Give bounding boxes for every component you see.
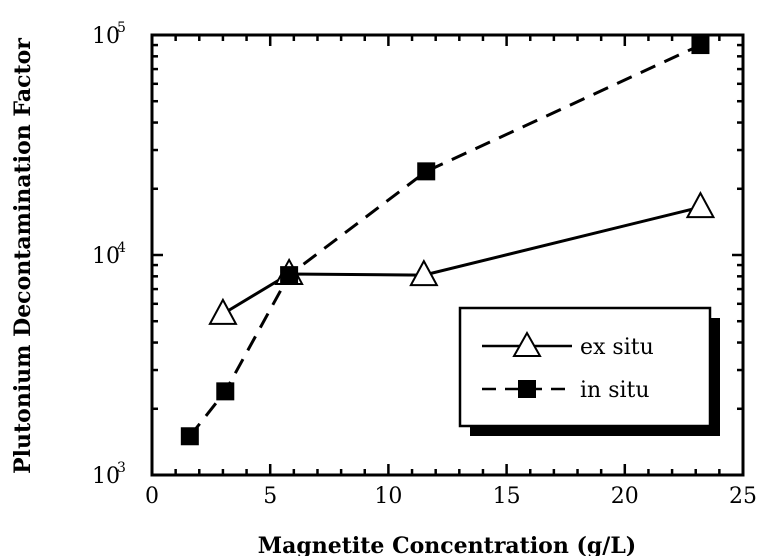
y-axis-title: Plutonium Decontamination Factor <box>10 38 36 474</box>
legend-marker-in-situ <box>518 380 536 398</box>
data-point-in-situ <box>180 427 199 446</box>
y-tick-label-exponent: 5 <box>117 20 126 36</box>
legend-label-ex-situ: ex situ <box>580 335 654 360</box>
data-point-in-situ <box>691 36 710 55</box>
y-tick-label-exponent: 4 <box>117 240 126 256</box>
legend-box <box>458 306 712 428</box>
data-point-in-situ <box>280 266 299 285</box>
legend: ex situ in situ <box>458 306 720 436</box>
x-tick-label: 10 <box>374 484 402 509</box>
data-point-in-situ <box>216 382 235 401</box>
y-tick-label-exponent: 3 <box>117 460 126 476</box>
x-tick-label: 20 <box>611 484 639 509</box>
legend-label-in-situ: in situ <box>580 378 650 403</box>
data-point-ex-situ <box>208 297 238 325</box>
data-point-ex-situ <box>409 259 439 287</box>
y-tick-label: 10 <box>92 464 120 489</box>
data-point-in-situ <box>417 162 436 181</box>
y-tick-label: 10 <box>92 244 120 269</box>
x-tick-label: 0 <box>145 484 159 509</box>
x-tick-label: 5 <box>263 484 277 509</box>
x-tick-label: 15 <box>493 484 521 509</box>
series-line-ex-situ <box>222 205 701 316</box>
legend-marker-ex-situ <box>512 330 542 357</box>
data-point-ex-situ <box>685 191 716 219</box>
x-axis-title: Magnetite Concentration (g/L) <box>258 533 636 556</box>
y-tick-label: 10 <box>92 24 120 49</box>
x-tick-label: 25 <box>729 484 757 509</box>
